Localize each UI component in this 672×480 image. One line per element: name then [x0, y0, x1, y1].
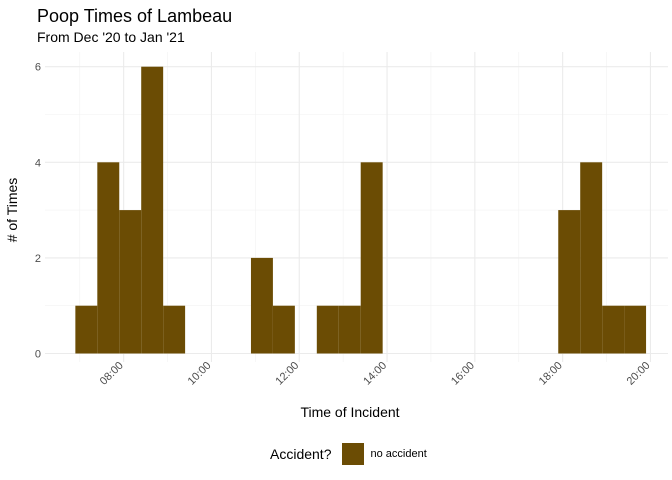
y-tick-label: 0 [35, 349, 41, 361]
histogram-bar [141, 66, 164, 354]
legend-label: no accident [370, 448, 427, 460]
x-tick-labels: 08:00 10:00 12:00 14:00 16:00 18:00 20:00 [98, 360, 653, 388]
histogram-bar [163, 305, 186, 354]
y-tick-label: 6 [35, 62, 41, 74]
x-tick-label: 16:00 [449, 360, 477, 388]
histogram-bar [119, 210, 142, 354]
histogram-bar [624, 305, 647, 354]
x-tick-label: 12:00 [273, 360, 301, 388]
histogram-bar [272, 305, 295, 354]
y-axis-title: # of Times [4, 178, 20, 243]
histogram-bar [360, 162, 383, 354]
histogram-bar [558, 210, 581, 354]
histogram-bar [97, 162, 120, 354]
histogram-bar [75, 305, 98, 354]
x-tick-label: 08:00 [98, 360, 126, 388]
x-tick-label: 14:00 [361, 360, 389, 388]
bars [75, 66, 647, 354]
y-tick-label: 2 [35, 253, 41, 265]
chart-subtitle: From Dec '20 to Jan '21 [37, 29, 185, 45]
y-tick-label: 4 [35, 157, 41, 169]
x-tick-label: 10:00 [186, 360, 214, 388]
histogram-bar [250, 257, 273, 354]
legend: Accident? no accident [270, 442, 427, 466]
x-tick-label: 20:00 [625, 360, 653, 388]
histogram-bar [338, 305, 361, 354]
histogram-bar [316, 305, 339, 354]
legend-key-swatch [342, 443, 365, 465]
histogram-bar [602, 305, 625, 354]
chart-title: Poop Times of Lambeau [37, 6, 233, 26]
histogram-bar [580, 162, 603, 354]
y-tick-labels: 0 2 4 6 [35, 62, 41, 361]
legend-title: Accident? [270, 446, 332, 462]
histogram-chart: 0 2 4 6 08:00 10:00 12:00 14:00 16:00 18:00 20:00… [4, 52, 668, 420]
x-tick-label: 18:00 [537, 360, 565, 388]
x-axis-title: Time of Incident [300, 404, 399, 420]
